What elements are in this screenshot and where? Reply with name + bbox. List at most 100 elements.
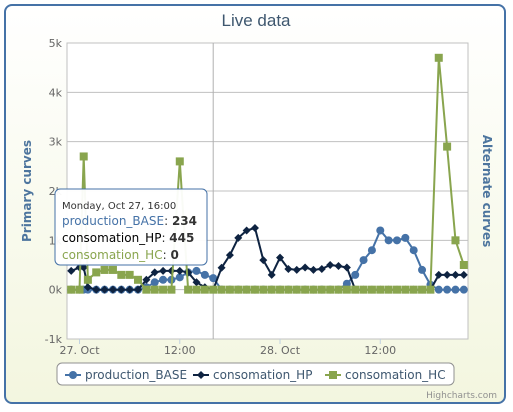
data-point xyxy=(92,285,101,294)
tooltip: Monday, Oct 27, 16:00 production_BASE: 2… xyxy=(54,188,208,266)
data-point xyxy=(242,226,251,235)
data-point xyxy=(192,266,201,275)
data-point xyxy=(108,265,117,274)
data-point xyxy=(401,233,410,242)
data-point xyxy=(459,261,468,269)
data-point xyxy=(392,236,401,245)
legend-item-consomation_HP[interactable]: consomation_HP xyxy=(193,368,312,382)
right-axis-label: Alternate curves xyxy=(480,135,494,248)
credits[interactable]: Highcharts.com xyxy=(426,391,497,401)
data-point xyxy=(376,226,385,235)
data-point xyxy=(334,285,343,294)
data-point xyxy=(367,285,376,294)
data-point xyxy=(459,270,468,279)
data-point xyxy=(209,285,218,294)
tooltip-value: 234 xyxy=(172,214,197,228)
data-point xyxy=(250,285,259,294)
data-point xyxy=(108,285,117,294)
data-point xyxy=(276,253,285,262)
data-point xyxy=(342,263,351,272)
data-point xyxy=(159,275,168,284)
legend-items[interactable]: production_BASE consomation_HP consomation… xyxy=(65,368,446,382)
data-point xyxy=(284,264,293,273)
left-axis-label: Primary curves xyxy=(20,140,34,242)
legend-marker xyxy=(197,371,205,379)
data-point xyxy=(217,285,226,294)
data-point xyxy=(342,285,351,294)
data-point xyxy=(292,285,301,294)
data-point xyxy=(351,285,360,294)
chart-title: Live data xyxy=(222,11,292,30)
data-point xyxy=(117,285,126,294)
data-point xyxy=(292,265,301,274)
data-point xyxy=(418,265,427,274)
data-point xyxy=(326,285,335,294)
legend-item-production_BASE[interactable]: production_BASE xyxy=(65,368,187,382)
data-point xyxy=(434,53,443,62)
data-point xyxy=(184,285,193,294)
legend[interactable]: production_BASE consomation_HP consomation… xyxy=(56,362,455,386)
tooltip-separator: : xyxy=(161,231,169,245)
tooltip-header: Monday, Oct 27, 16:00 xyxy=(62,201,176,212)
data-point xyxy=(284,285,293,294)
data-point xyxy=(267,270,276,279)
data-point xyxy=(443,285,452,294)
data-point xyxy=(175,266,184,275)
tooltip-value: 445 xyxy=(169,231,194,245)
data-point xyxy=(159,285,168,294)
data-point xyxy=(150,278,159,287)
series-layer xyxy=(67,53,468,294)
data-point xyxy=(418,285,427,294)
data-point xyxy=(384,285,393,294)
data-point xyxy=(234,285,243,294)
data-point xyxy=(159,266,168,275)
data-point xyxy=(259,256,268,265)
data-point xyxy=(92,268,101,277)
x-tick-label: 27. Oct xyxy=(60,344,101,357)
x-tick-label: 12:00 xyxy=(364,344,396,357)
data-point xyxy=(225,251,234,260)
data-point xyxy=(175,157,184,166)
data-point xyxy=(150,285,159,294)
tooltip-row: production_BASE: 234 xyxy=(62,214,197,228)
data-point xyxy=(443,142,452,151)
data-point xyxy=(451,270,460,279)
data-point xyxy=(167,285,176,294)
legend-marker xyxy=(69,371,77,379)
data-point xyxy=(83,275,92,284)
y-tick-label: -1k xyxy=(45,333,63,346)
data-point xyxy=(79,152,88,161)
legend-item-consomation_HC[interactable]: consomation_HC xyxy=(325,368,446,382)
data-point xyxy=(301,263,310,272)
data-point xyxy=(326,261,335,269)
data-point xyxy=(451,285,460,294)
data-point xyxy=(242,285,251,294)
data-point xyxy=(217,263,226,272)
data-point xyxy=(200,270,209,279)
data-point xyxy=(359,285,368,294)
data-point xyxy=(267,285,276,294)
y-tick-label: 5k xyxy=(49,37,63,50)
y-tick-label: 3k xyxy=(49,136,63,149)
data-point xyxy=(409,246,418,255)
data-point xyxy=(359,256,368,265)
tooltip-row: consomation_HC: 0 xyxy=(62,248,179,262)
data-point xyxy=(150,268,159,277)
data-point xyxy=(125,285,134,294)
data-point xyxy=(234,233,243,242)
data-point xyxy=(134,285,143,294)
data-point xyxy=(67,285,76,294)
data-point xyxy=(317,264,326,273)
data-point xyxy=(200,285,209,294)
data-point xyxy=(225,285,234,294)
data-point xyxy=(209,274,218,283)
legend-marker xyxy=(329,371,337,379)
data-point xyxy=(134,275,143,284)
data-point xyxy=(259,285,268,294)
tooltip-series-name: consomation_HP xyxy=(62,231,161,245)
data-point xyxy=(451,236,460,245)
tooltip-separator: : xyxy=(164,214,172,228)
data-point xyxy=(409,285,418,294)
tooltip-row: consomation_HP: 445 xyxy=(62,231,194,245)
